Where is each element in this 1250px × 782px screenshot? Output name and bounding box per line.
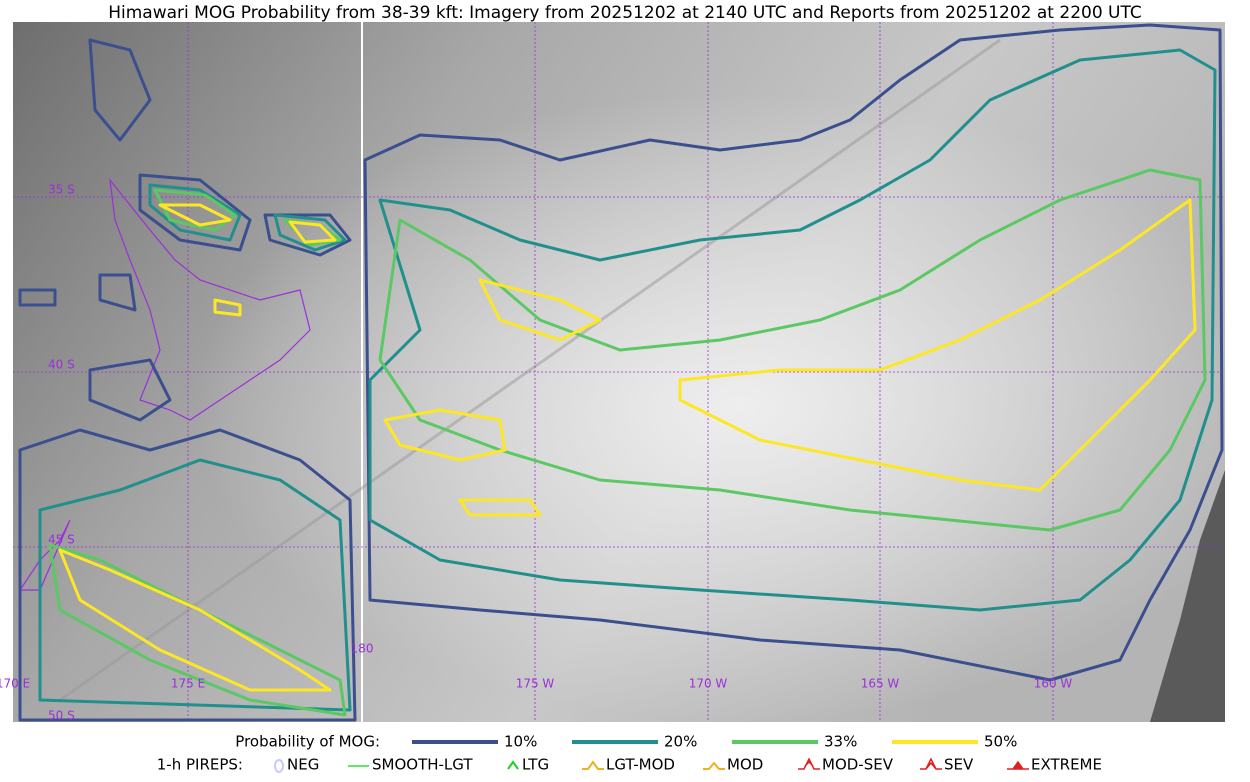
graticule bbox=[13, 22, 1225, 722]
legend-label: LTG bbox=[522, 756, 549, 774]
legend-label: MOD-SEV bbox=[822, 756, 894, 774]
geo-labels: 35 S 40 S 45 S 50 S 170 E 175 E 180 175 … bbox=[0, 183, 1072, 723]
lon-label: 180 bbox=[351, 642, 374, 656]
lon-label: 165 W bbox=[861, 677, 900, 691]
legend-label: EXTREME bbox=[1031, 756, 1102, 774]
pirep-icon bbox=[920, 757, 942, 770]
legend-label: SEV bbox=[944, 756, 974, 774]
contour-33 bbox=[378, 168, 1207, 532]
legend-label: SMOOTH-LGT bbox=[372, 756, 473, 774]
pirep-icon bbox=[274, 759, 284, 773]
pirep-icon bbox=[582, 760, 604, 770]
title: Himawari MOG Probability from 38-39 kft:… bbox=[108, 3, 1142, 23]
lon-label: 170 W bbox=[689, 677, 728, 691]
pirep-icon bbox=[703, 761, 725, 770]
legend-label: 50% bbox=[984, 733, 1017, 751]
legend-title: 1-h PIREPS: bbox=[157, 756, 243, 774]
contour-20 bbox=[368, 48, 1217, 612]
pirep-icon bbox=[1007, 760, 1029, 770]
lat-label: 45 S bbox=[48, 533, 75, 547]
lon-label: 175 E bbox=[171, 677, 205, 691]
pirep-icon bbox=[798, 757, 820, 770]
map: 35 S 40 S 45 S 50 S 170 E 175 E 180 175 … bbox=[0, 22, 1225, 723]
contour-10 bbox=[18, 38, 357, 722]
contours bbox=[18, 23, 1224, 722]
pirep-icon bbox=[507, 760, 519, 770]
lon-label: 170 E bbox=[0, 677, 30, 691]
lat-label: 35 S bbox=[48, 183, 75, 197]
lon-label: 160 W bbox=[1034, 677, 1073, 691]
legend-label: 20% bbox=[664, 733, 697, 751]
contour-50 bbox=[58, 203, 542, 692]
legend-label: 10% bbox=[504, 733, 537, 751]
contour-20 bbox=[38, 183, 352, 712]
legend-title: Probability of MOG: bbox=[235, 733, 380, 751]
legend: Probability of MOG: 1-h PIREPS: 10% 20% 33… bbox=[157, 733, 1102, 774]
orbit-track bbox=[59, 38, 1001, 702]
contour-50 bbox=[478, 198, 1197, 492]
lat-label: 50 S bbox=[48, 709, 75, 723]
coastline bbox=[18, 177, 311, 591]
legend-label: NEG bbox=[287, 756, 319, 774]
lat-label: 40 S bbox=[48, 358, 75, 372]
no-data-area bbox=[1150, 470, 1225, 722]
legend-label: 33% bbox=[824, 733, 857, 751]
lon-label: 175 W bbox=[516, 677, 555, 691]
contour-10 bbox=[363, 23, 1224, 682]
legend-label: MOD bbox=[727, 756, 763, 774]
legend-label: LGT-MOD bbox=[606, 756, 675, 774]
